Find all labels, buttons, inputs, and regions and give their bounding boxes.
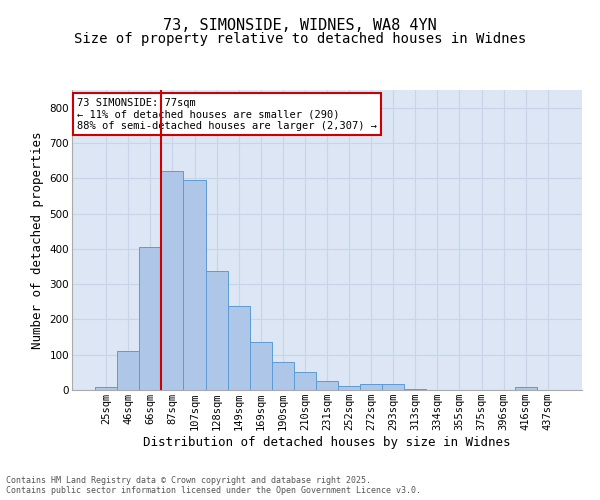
Bar: [404, 389, 427, 390]
Bar: [139, 247, 161, 390]
Bar: [184, 180, 206, 390]
Bar: [227, 306, 250, 390]
Bar: [316, 381, 338, 390]
Bar: [382, 384, 404, 390]
Text: 73, SIMONSIDE, WIDNES, WA8 4YN: 73, SIMONSIDE, WIDNES, WA8 4YN: [163, 18, 437, 32]
Y-axis label: Number of detached properties: Number of detached properties: [31, 131, 44, 349]
Bar: [250, 342, 272, 390]
Bar: [161, 171, 184, 390]
Text: Contains HM Land Registry data © Crown copyright and database right 2025.
Contai: Contains HM Land Registry data © Crown c…: [6, 476, 421, 495]
Bar: [360, 384, 382, 390]
Bar: [294, 372, 316, 390]
Bar: [206, 271, 227, 390]
Bar: [117, 351, 139, 390]
Bar: [515, 387, 537, 390]
Bar: [338, 386, 360, 390]
Bar: [95, 387, 117, 390]
Bar: [272, 362, 294, 390]
Text: 73 SIMONSIDE: 77sqm
← 11% of detached houses are smaller (290)
88% of semi-detac: 73 SIMONSIDE: 77sqm ← 11% of detached ho…: [77, 98, 377, 130]
Text: Size of property relative to detached houses in Widnes: Size of property relative to detached ho…: [74, 32, 526, 46]
X-axis label: Distribution of detached houses by size in Widnes: Distribution of detached houses by size …: [143, 436, 511, 449]
